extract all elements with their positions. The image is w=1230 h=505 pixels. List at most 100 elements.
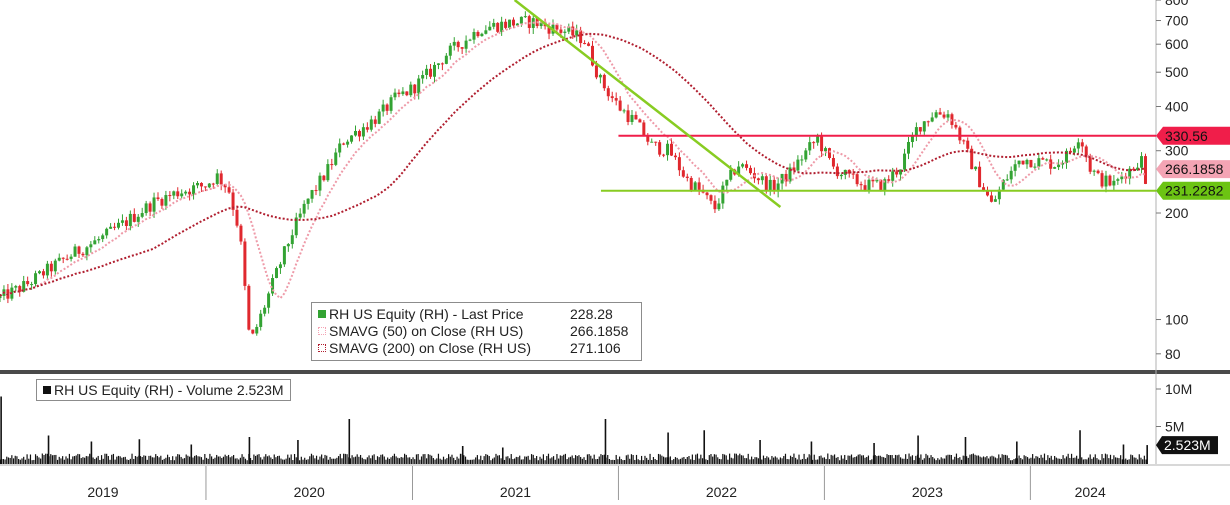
price-candle: [748, 167, 752, 174]
price-candle: [891, 171, 895, 181]
price-candle: [614, 98, 618, 101]
price-candle: [120, 220, 124, 223]
price-candle: [993, 199, 997, 202]
price-candle: [827, 148, 831, 159]
price-candle: [575, 30, 579, 36]
price-candle: [1045, 159, 1049, 161]
price-candle: [302, 203, 306, 214]
price-tag-label: 330.56: [1165, 128, 1208, 144]
price-legend: RH US Equity (RH) - Last Price 228.28 SM…: [311, 302, 642, 361]
price-candle: [519, 16, 523, 24]
price-candle: [1080, 142, 1084, 147]
price-candle: [989, 195, 993, 202]
price-candle: [1061, 162, 1065, 165]
legend-label-sma200: SMAVG (200) on Close (RH US): [329, 340, 532, 356]
price-candle: [1013, 164, 1017, 171]
price-candle: [184, 191, 188, 194]
price-candle: [598, 74, 602, 78]
price-candle: [393, 92, 397, 98]
price-candle: [658, 142, 662, 155]
price-candle: [883, 179, 887, 191]
price-candle: [306, 198, 310, 204]
price-candle: [488, 26, 492, 31]
price-candle: [843, 169, 847, 175]
price-candle: [713, 200, 717, 210]
price-candle: [314, 190, 318, 192]
price-candle: [41, 271, 45, 276]
price-candle: [346, 141, 350, 145]
price-candle: [788, 167, 792, 182]
price-candle: [835, 166, 839, 177]
price-candle: [464, 40, 468, 49]
price-candle: [188, 191, 192, 195]
price-candle: [926, 121, 930, 123]
price-candle: [243, 241, 247, 286]
price-candle: [1072, 148, 1076, 153]
price-candle: [705, 192, 709, 196]
price-candle: [492, 22, 496, 27]
price-y-tick-label: 200: [1165, 205, 1189, 221]
price-candle: [1009, 170, 1013, 180]
price-candle: [1128, 168, 1132, 179]
price-candle: [484, 30, 488, 34]
price-candle: [737, 166, 741, 175]
price-candle: [401, 91, 405, 95]
price-candle: [456, 41, 460, 48]
price-candle: [357, 130, 361, 137]
price-candle: [1029, 159, 1033, 168]
price-candle: [804, 150, 808, 160]
price-candle: [946, 114, 950, 118]
price-candle: [816, 136, 820, 143]
price-candle: [1017, 160, 1021, 165]
price-candle: [729, 169, 733, 180]
price-candle: [630, 114, 634, 123]
legend-value-sma200: 271.106: [570, 340, 621, 356]
price-candle: [638, 119, 642, 123]
price-candle: [231, 192, 235, 210]
price-candle: [37, 271, 41, 274]
price-candle: [49, 263, 53, 272]
price-candle: [199, 182, 203, 187]
price-candle: [579, 30, 583, 44]
price-candle: [899, 169, 903, 175]
price-candle: [1136, 167, 1140, 171]
price-candle: [144, 203, 148, 214]
price-candle: [429, 68, 433, 77]
price-candle: [34, 273, 38, 285]
price-candle: [116, 222, 120, 228]
price-candle: [1021, 160, 1025, 165]
price-candle: [871, 179, 875, 182]
price-candle: [373, 119, 377, 124]
price-candle: [156, 197, 160, 200]
price-candle: [172, 191, 176, 196]
price-candle: [263, 307, 267, 314]
price-candle: [547, 26, 551, 34]
price-candle: [618, 100, 622, 111]
trendline: [513, 0, 782, 208]
price-candle: [1108, 175, 1112, 186]
price-candle: [290, 235, 294, 245]
price-candle: [65, 258, 69, 260]
price-candle: [764, 176, 768, 191]
price-candle: [310, 190, 314, 199]
price-y-tick-label: 300: [1165, 143, 1189, 159]
price-candle: [192, 185, 196, 195]
price-candle: [673, 155, 677, 158]
price-candle: [982, 187, 986, 192]
price-candle: [820, 136, 824, 152]
price-candle: [847, 169, 851, 174]
price-candle: [812, 142, 816, 144]
price-candle: [195, 182, 199, 186]
price-y-tick-label: 700: [1165, 13, 1189, 29]
price-y-tick-label: 600: [1165, 36, 1189, 52]
price-tag-box: [1156, 181, 1230, 200]
price-candle: [330, 164, 334, 166]
price-candle: [0, 295, 2, 299]
price-candle: [1132, 168, 1136, 171]
price-candle: [93, 240, 97, 245]
price-candle: [1100, 173, 1104, 187]
price-candle: [61, 257, 65, 259]
price-candle: [626, 110, 630, 123]
price-candle: [910, 135, 914, 142]
